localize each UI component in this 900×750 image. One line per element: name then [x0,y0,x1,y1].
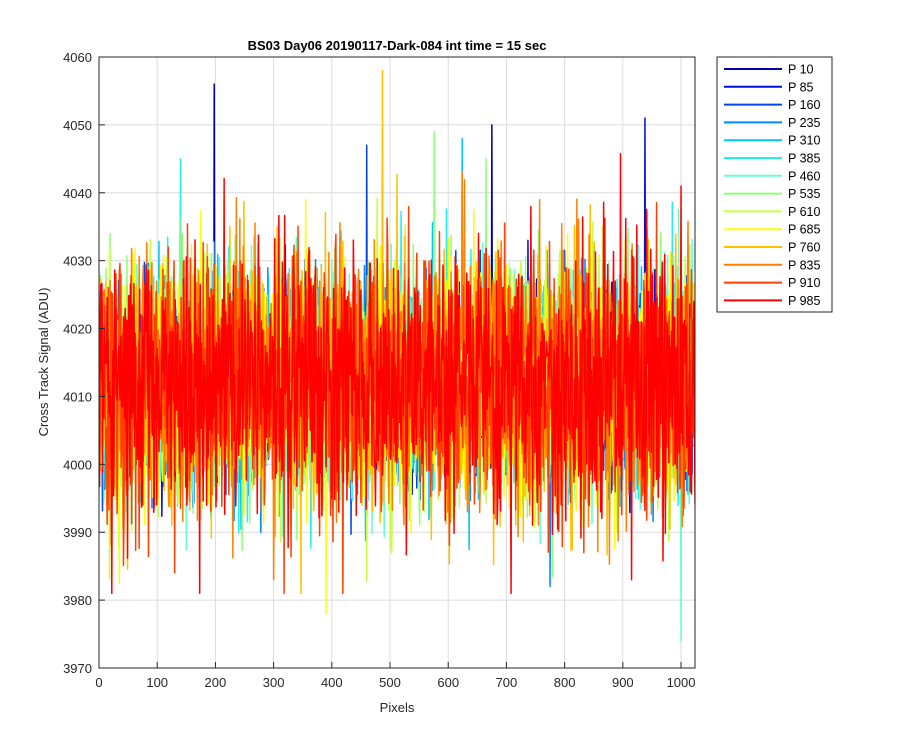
x-tick-label: 100 [146,675,168,690]
y-tick-label: 4000 [63,457,92,472]
x-tick-label: 500 [379,675,401,690]
legend-label: P 985 [788,294,820,308]
legend-label: P 385 [788,152,820,166]
legend-label: P 235 [788,116,820,130]
legend-label: P 760 [788,241,820,255]
x-tick-label: 700 [496,675,518,690]
x-tick-label: 400 [321,675,343,690]
series-line [99,152,695,595]
chart-title: BS03 Day06 20190117-Dark-084 int time = … [248,38,547,53]
legend-label: P 835 [788,258,820,272]
x-tick-label: 200 [205,675,227,690]
y-tick-label: 4040 [63,186,92,201]
y-tick-label: 4020 [63,322,92,337]
legend-label: P 10 [788,63,814,77]
legend-label: P 535 [788,187,820,201]
legend-label: P 685 [788,223,820,237]
x-tick-label: 900 [612,675,634,690]
plot-area: 0 100 200 300 400 500 600 700 800 900 1000 3970 3980… [63,50,696,690]
y-tick-label: 3990 [63,525,92,540]
legend-label: P 85 [788,80,814,94]
x-tick-label: 800 [554,675,576,690]
y-tick-label: 4010 [63,389,92,404]
y-tick-label: 4050 [63,118,92,133]
series-lines [99,69,695,642]
legend-label: P 310 [788,134,820,148]
axis-ticks: 0 100 200 300 400 500 600 700 800 900 1000 3970 3980… [63,50,695,690]
x-tick-label: 0 [95,675,102,690]
legend-label: P 610 [788,205,820,219]
y-axis-label: Cross Track Signal (ADU) [36,288,51,437]
y-tick-label: 4060 [63,50,92,65]
x-tick-label: 300 [263,675,285,690]
legend-label: P 910 [788,276,820,290]
y-tick-label: 3970 [63,661,92,676]
legend-label: P 460 [788,169,820,183]
legend-box [716,56,833,313]
x-tick-label: 600 [437,675,459,690]
x-tick-label: 1000 [667,675,696,690]
y-tick-label: 3980 [63,593,92,608]
legend: P 10 P 85 P 160 P 235 P 310 P 385 P 460 P 535 P … [716,56,833,313]
x-axis-label: Pixels [380,700,415,715]
y-tick-label: 4030 [63,254,92,269]
legend-label: P 160 [788,98,820,112]
axes-box [98,56,696,669]
